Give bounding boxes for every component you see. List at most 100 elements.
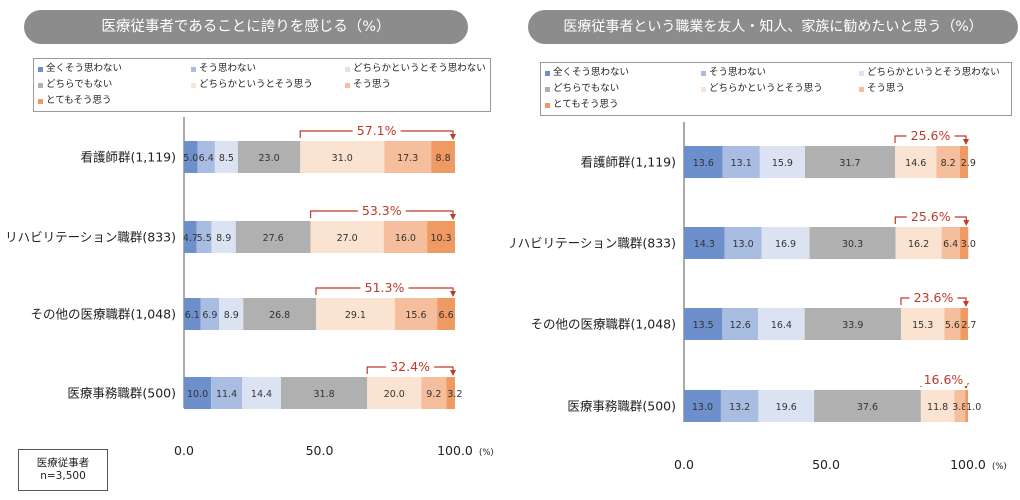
data-label: 14.4 [251, 389, 272, 400]
bar-segment [211, 377, 242, 409]
bar-segment [200, 298, 220, 330]
legend-label: そう思わない [199, 63, 257, 74]
legend-label: そう思わない [709, 67, 767, 78]
total-label-bg [919, 371, 968, 386]
data-label: 2.7 [961, 320, 976, 331]
bar-segment [383, 221, 428, 253]
bar-segment [184, 141, 198, 173]
legend-item: どちらかというとそう思う [701, 83, 823, 95]
x-tick-label: 50.0 [812, 457, 840, 472]
data-label: 10.3 [430, 233, 451, 244]
positive-total-label: 53.3% [362, 203, 402, 218]
category-label: 看護師群(1,119) [580, 155, 676, 170]
data-label: 6.1 [185, 310, 200, 321]
data-label: 15.9 [772, 158, 793, 169]
chart-title: 医療従事者であることに誇りを感じる（%） [24, 10, 468, 44]
legend-swatch [545, 86, 550, 92]
legend-swatch [191, 82, 196, 88]
legend-label: どちらかというとそう思わない [353, 63, 486, 74]
bar-segment [281, 377, 368, 409]
legend-item: 全くそう思わない [38, 63, 122, 75]
x-tick-label: 0.0 [674, 457, 694, 472]
bracket-arrowhead [963, 301, 969, 307]
bar-segment [759, 146, 805, 178]
bracket-arrowhead [450, 370, 456, 376]
bar-segment [895, 146, 937, 178]
bar-segment [211, 221, 236, 253]
total-label-bg [386, 358, 435, 373]
bar-segment [724, 227, 762, 259]
bar-segment [684, 146, 723, 178]
total-label-bg [906, 208, 955, 223]
data-label: 14.3 [694, 239, 715, 250]
legend-swatch [38, 82, 43, 88]
x-tick-label: 100.0 [950, 457, 986, 472]
legend-swatch [38, 98, 43, 104]
total-label-bg [357, 202, 406, 217]
data-label: 27.6 [263, 233, 284, 244]
category-label: その他の医療職群(1,048) [30, 307, 176, 322]
legend-item: そう思わない [191, 63, 256, 75]
chart-panel-recommend: 医療従事者という職業を友人・知人、家族に勧めたいと思う（%） 全くそう思わない … [510, 0, 1020, 500]
data-label: 31.7 [839, 158, 860, 169]
total-label-bg [360, 279, 409, 294]
data-label: 31.0 [332, 153, 353, 164]
bar-segment [684, 390, 721, 422]
data-label: 14.6 [905, 158, 926, 169]
data-label: 8.9 [216, 233, 231, 244]
bar-segment [895, 227, 942, 259]
legend-item: 全くそう思わない [545, 67, 629, 79]
data-label: 15.6 [405, 310, 426, 321]
bar-segment [758, 390, 815, 422]
legend-label: 全くそう思わない [553, 67, 630, 78]
legend-swatch [545, 70, 550, 76]
data-label: 9.2 [426, 389, 441, 400]
data-label: 6.9 [202, 310, 217, 321]
data-label: 11.8 [927, 402, 948, 413]
positive-total-label: 25.6% [911, 128, 951, 143]
data-label: 4.7 [183, 233, 198, 244]
category-label: その他の医療職群(1,048) [530, 317, 676, 332]
data-label: 5.0 [183, 153, 198, 164]
legend-swatch [191, 66, 196, 72]
bar-segment [446, 377, 455, 409]
positive-total-label: 25.6% [911, 209, 951, 224]
category-label: 医療事務職群(500) [567, 399, 676, 414]
bar-segment [954, 390, 966, 422]
data-label: 29.1 [345, 310, 366, 321]
data-label: 17.3 [397, 153, 418, 164]
note-line: 医療従事者 [36, 457, 90, 469]
legend-label: そう思う [867, 83, 906, 94]
data-label: 13.0 [692, 402, 713, 413]
data-label: 8.8 [436, 153, 451, 164]
bar-segment [804, 146, 896, 178]
legend-swatch [859, 70, 864, 76]
legend-item: そう思う [345, 79, 391, 91]
bar-segment [431, 141, 455, 173]
chart-title: 医療従事者という職業を友人・知人、家族に勧めたいと思う（%） [528, 10, 1018, 44]
legend-label: どちらでもない [46, 79, 113, 90]
total-label-bg [906, 127, 955, 142]
legend-swatch [701, 86, 706, 92]
data-label: 13.6 [693, 158, 714, 169]
bar-segment [427, 221, 455, 253]
bar-segment [959, 146, 968, 178]
bar-segment [315, 298, 395, 330]
legend-item: そう思わない [701, 67, 766, 79]
legend-item: そう思う [859, 83, 905, 95]
positive-total-label: 23.6% [914, 290, 954, 305]
legend-label: どちらかというとそう思わない [867, 67, 1000, 78]
legend-label: そう思う [353, 79, 392, 90]
bar-segment [941, 227, 960, 259]
data-label: 19.6 [776, 402, 797, 413]
bar-segment [965, 390, 968, 422]
positive-total-label: 32.4% [390, 359, 430, 374]
legend-swatch [701, 70, 706, 76]
total-label-bg [909, 289, 958, 304]
data-label: 3.0 [961, 239, 976, 250]
bar-segment [241, 377, 282, 409]
legend-swatch [345, 82, 350, 88]
bar-segment [684, 227, 725, 259]
legend-item: とてもそう思う [38, 95, 112, 107]
bar-segment [437, 298, 455, 330]
